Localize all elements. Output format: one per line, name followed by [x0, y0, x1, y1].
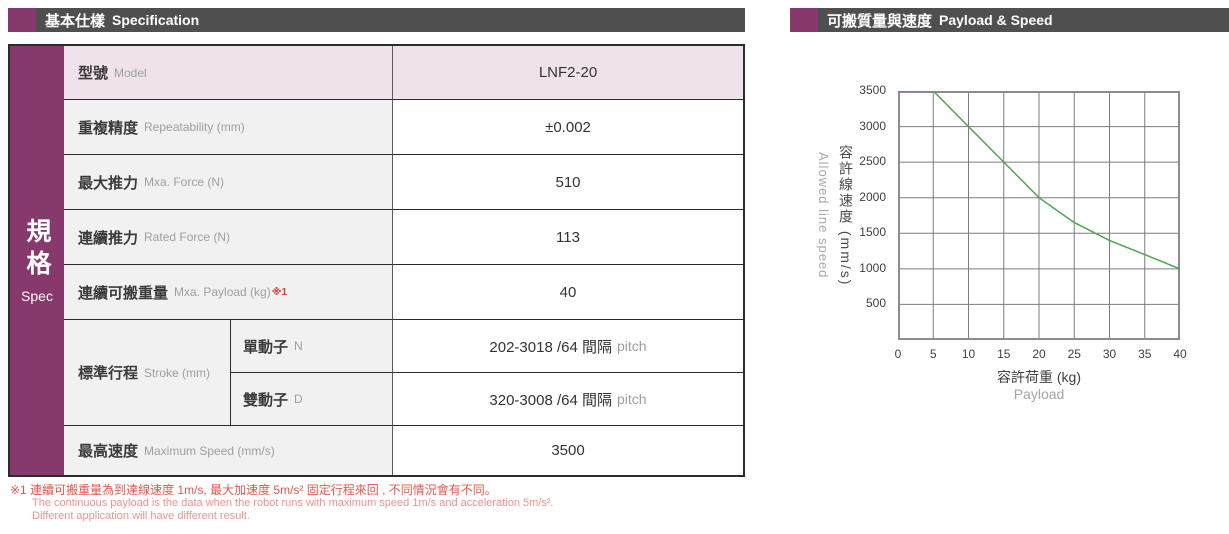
- stroke-single-value: 202-3018 /64 間隔: [489, 338, 612, 356]
- spec-sidebar-label-zh: 規格: [23, 217, 51, 282]
- x-tick-label: 25: [1067, 347, 1081, 361]
- max-speed-label-zh: 最高速度: [78, 443, 139, 460]
- repeatability-value-cell: ±0.002: [392, 100, 743, 155]
- max-force-label-en: Mxa. Force (N): [144, 175, 225, 189]
- x-tick-label: 40: [1173, 347, 1187, 361]
- x-axis-tick-labels: 0 5 10 15 20 25 30 35 40: [895, 347, 1187, 363]
- plot-area: [898, 90, 1181, 340]
- specification-header-strip: 基本仕樣 Specification: [36, 8, 745, 32]
- y-axis-title-zh: 容許線速度 (mm/s): [838, 144, 854, 287]
- y-tick-label: 3000: [859, 118, 886, 133]
- chart-svg: [898, 90, 1181, 340]
- stroke-double-label-en: D: [294, 392, 303, 406]
- specification-header-bar: 基本仕樣 Specification: [8, 8, 745, 32]
- max-speed-value-cell: 3500: [392, 426, 743, 475]
- rated-force-label-cell: 連續推力 Rated Force (N): [64, 210, 392, 265]
- rated-force-value: 113: [556, 228, 580, 246]
- stroke-single-value-cell: 202-3018 /64 間隔 pitch: [392, 320, 743, 373]
- repeatability-value: ±0.002: [545, 118, 591, 136]
- max-force-value-cell: 510: [392, 155, 743, 210]
- y-axis-title-en: Allowed line speed: [816, 152, 831, 279]
- rated-force-label-zh: 連續推力: [78, 229, 139, 247]
- footnote-line3: Different application will have differen…: [32, 510, 250, 522]
- x-tick-label: 0: [894, 347, 902, 361]
- x-tick-label: 10: [961, 347, 976, 361]
- purple-accent-square: [790, 8, 818, 32]
- model-value: LNF2-20: [538, 64, 598, 81]
- max-force-label-zh: 最大推力: [78, 174, 139, 192]
- max-speed-label-cell: 最高速度 Maximum Speed (mm/s): [64, 426, 392, 475]
- x-tick-label: 35: [1138, 347, 1152, 361]
- stroke-label-cell: 標準行程 Stroke (mm): [64, 320, 230, 426]
- spec-table-grid: 型號 Model LNF2-20 重複精度 Repeatability (mm)…: [64, 46, 743, 475]
- rated-force-value-cell: 113: [392, 210, 743, 265]
- stroke-single-label-zh: 單動子: [243, 338, 289, 356]
- payload-label-zh: 連續可搬重量: [78, 284, 169, 302]
- model-label-en: Model: [114, 65, 147, 80]
- specification-title-zh: 基本仕樣: [45, 12, 106, 30]
- max-speed-label-en: Maximum Speed (mm/s): [144, 443, 275, 458]
- rated-force-label-en: Rated Force (N): [144, 230, 231, 244]
- y-tick-label: 3500: [859, 83, 886, 97]
- spec-sidebar: 規格 Spec: [10, 46, 64, 475]
- payload-label-en: Mxa. Payload (kg): [174, 285, 271, 299]
- stroke-double-value-suffix: pitch: [617, 391, 647, 407]
- payload-speed-title-zh: 可搬質量與速度: [827, 12, 933, 30]
- model-label-zh: 型號: [78, 65, 109, 82]
- stroke-single-value-suffix: pitch: [617, 338, 647, 354]
- payload-note-ref: ※1: [271, 286, 288, 298]
- model-value-cell: LNF2-20: [392, 46, 743, 100]
- max-speed-value: 3500: [551, 442, 585, 459]
- stroke-label-en: Stroke (mm): [144, 365, 211, 380]
- repeatability-label-zh: 重複精度: [78, 119, 139, 137]
- repeatability-label-cell: 重複精度 Repeatability (mm): [64, 100, 392, 155]
- stroke-double-label-zh: 雙動子: [243, 391, 289, 409]
- stroke-double-value-cell: 320-3008 /64 間隔 pitch: [392, 373, 743, 426]
- payload-speed-header-bar: 可搬質量與速度 Payload & Speed: [790, 8, 1229, 32]
- spec-table: 規格 Spec 型號 Model LNF2-20 重複精度 Repeatabil…: [8, 44, 745, 477]
- x-tick-label: 30: [1102, 347, 1117, 361]
- specification-title-en: Specification: [112, 12, 200, 28]
- speed-payload-curve: [898, 90, 1181, 270]
- y-tick-label: 1000: [859, 260, 886, 275]
- footnote-line1: ※1 連續可搬重量為到達線速度 1m/s, 最大加速度 5m/s² 固定行程來回…: [10, 483, 497, 497]
- purple-accent-square: [8, 8, 36, 32]
- x-axis-title-en: Payload: [1013, 386, 1065, 402]
- y-tick-label: 500: [865, 296, 886, 311]
- y-tick-label: 1500: [859, 225, 886, 240]
- footnotes: ※1 連續可搬重量為到達線速度 1m/s, 最大加速度 5m/s² 固定行程來回…: [10, 483, 554, 523]
- x-tick-label: 15: [997, 347, 1011, 361]
- stroke-label-zh: 標準行程: [78, 365, 139, 382]
- y-tick-label: 2000: [859, 189, 886, 204]
- footnote-line2: The continuous payload is the data when …: [32, 497, 554, 509]
- x-tick-label: 20: [1032, 347, 1046, 361]
- y-axis-tick-labels: 500 1000 1500 2000 2500 3000 3500: [790, 83, 892, 340]
- payload-speed-chart: Allowed line speed 容許線速度 (mm/s) 500 1000 1…: [790, 40, 1229, 480]
- stroke-double-value: 320-3008 /64 間隔: [489, 391, 612, 409]
- max-force-label-cell: 最大推力 Mxa. Force (N): [64, 155, 392, 210]
- max-force-value: 510: [555, 173, 581, 191]
- repeatability-label-en: Repeatability (mm): [144, 120, 245, 134]
- payload-value: 40: [559, 283, 577, 301]
- stroke-single-label-cell: 單動子 N: [230, 320, 392, 373]
- payload-speed-header-strip: 可搬質量與速度 Payload & Speed: [818, 8, 1229, 32]
- plot-border: [898, 91, 1180, 340]
- x-tick-label: 5: [929, 347, 937, 361]
- x-axis-title-zh: 容許荷重 (kg): [997, 369, 1081, 385]
- stroke-single-label-en: N: [294, 339, 303, 353]
- payload-label-cell: 連續可搬重量 Mxa. Payload (kg) ※1: [64, 265, 392, 320]
- payload-value-cell: 40: [392, 265, 743, 320]
- model-label-cell: 型號 Model: [64, 46, 392, 100]
- stroke-double-label-cell: 雙動子 D: [230, 373, 392, 426]
- payload-speed-title-en: Payload & Speed: [939, 12, 1053, 28]
- spec-sidebar-label-en: Spec: [21, 287, 53, 304]
- y-tick-label: 2500: [859, 154, 886, 169]
